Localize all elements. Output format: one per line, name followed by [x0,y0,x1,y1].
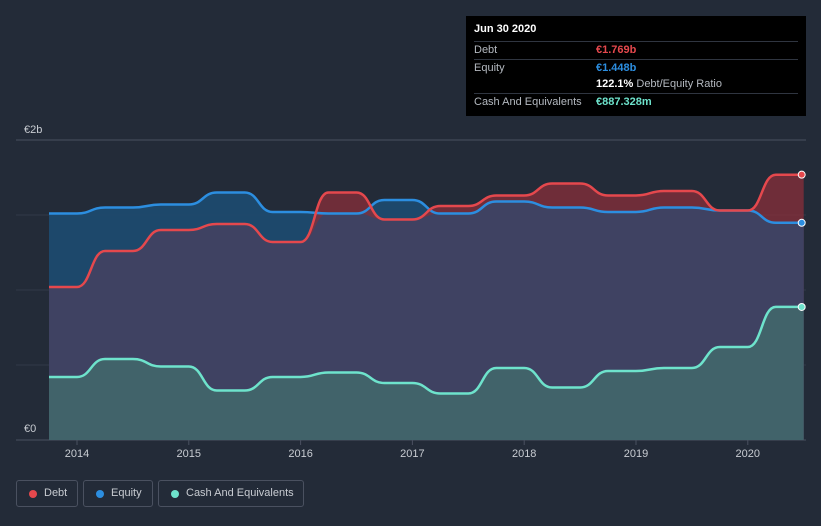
y-label-bottom: €0 [24,423,36,435]
tooltip-debt-value: €1.769b [596,44,637,56]
equity-dot-icon [96,490,104,498]
cash-end-marker [797,302,806,311]
x-tick-label-2014: 2014 [65,448,89,460]
x-tick-label-2020: 2020 [736,448,760,460]
x-tick-label-2016: 2016 [288,448,312,460]
debt-line [49,173,804,289]
tooltip-date: Jun 30 2020 [474,23,537,35]
x-axis: 2014 2015 2016 2017 2018 2019 2020 [65,440,760,460]
tooltip-debt-label: Debt [474,44,498,56]
legend-item-cash[interactable]: Cash And Equivalents [158,480,304,507]
tooltip-equity-row: Equity €1.448b [474,58,798,77]
tooltip-cash-row: Cash And Equivalents €887.328m [474,92,798,111]
legend-label-cash: Cash And Equivalents [186,487,294,499]
debt-end-marker [797,170,806,179]
tooltip-cash-value: €887.328m [596,95,652,108]
series-lines [49,173,804,395]
legend-item-equity[interactable]: Equity [83,480,153,507]
series-end-markers [797,170,806,311]
tooltip-ratio-value: 122.1% [596,78,634,90]
legend-item-debt[interactable]: Debt [16,480,78,507]
legend-label-debt: Debt [44,487,68,499]
x-tick-label-2015: 2015 [177,448,201,460]
tooltip-cash-label: Cash And Equivalents [474,95,582,108]
tooltip-ratio-label: Debt/Equity Ratio [636,78,722,90]
equity-line [49,191,804,225]
cash-line [49,305,804,395]
cash-area [49,306,804,440]
cash-dot-icon [171,490,179,498]
tooltip-ratio-row: 122.1% Debt/Equity Ratio [474,76,798,93]
series-areas [49,174,804,440]
x-tick-label-2019: 2019 [624,448,648,460]
debt-dot-icon [29,490,37,498]
legend-label-equity: Equity [111,487,142,499]
tooltip-equity-label: Equity [474,61,505,74]
data-tooltip: Jun 30 2020 Debt €1.769b Equity €1.448b … [466,16,806,116]
tooltip-equity-value: €1.448b [596,61,637,74]
y-label-top: €2b [24,124,42,136]
tooltip-debt-row: Debt €1.769b [474,41,798,59]
equity-end-marker [797,218,806,227]
x-tick-label-2017: 2017 [400,448,424,460]
x-tick-label-2018: 2018 [512,448,536,460]
